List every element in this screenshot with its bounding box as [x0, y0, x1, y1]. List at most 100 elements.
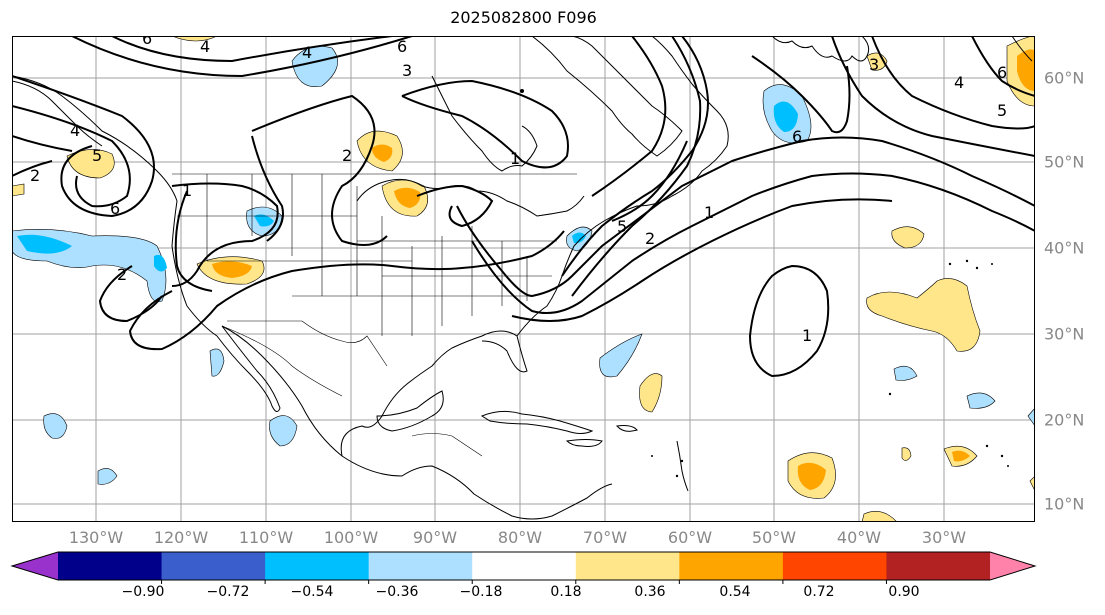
latitude-axis: 60°N 50°N 40°N 30°N 20°N 10°N [1040, 36, 1105, 522]
colorbar-segment [575, 552, 680, 580]
positive-anomaly-area [212, 261, 252, 278]
latitude-label: 40°N [1044, 238, 1085, 258]
contour-label: 4 [200, 37, 210, 56]
contour-label: 2 [30, 166, 40, 185]
negative-anomaly-area [17, 234, 72, 254]
contour-labels: 6 4 4 6 3 4 5 2 6 1 2 2 1 5 2 1 6 3 4 6 … [30, 36, 1007, 345]
contour-label: 4 [70, 121, 80, 140]
negative-anomaly-area [97, 468, 118, 485]
longitude-label: 130°W [68, 528, 124, 547]
colorbar-tick-label: −0.54 [290, 584, 334, 600]
positive-anomaly-area [1029, 475, 1035, 492]
contour-label: 6 [110, 199, 120, 218]
latitude-label: 10°N [1044, 494, 1085, 514]
colorbar-outline [10, 551, 1037, 581]
negative-anomaly-area [254, 214, 274, 227]
contour-label: 5 [92, 146, 102, 165]
contour-label: 2 [645, 229, 655, 248]
longitude-label: 110°W [238, 528, 294, 547]
negative-anomaly-area [1027, 407, 1035, 427]
negative-anomaly-area [773, 101, 798, 132]
colorbar-segment [58, 552, 163, 580]
colorbar-segment [265, 552, 370, 580]
contour-label: 5 [997, 101, 1007, 120]
shaded-anomaly-areas [12, 36, 1035, 522]
colorbar-tick-label: −0.72 [206, 584, 250, 600]
negative-anomaly-area [572, 232, 586, 244]
negative-anomaly-area [43, 413, 68, 439]
colorbar-segment [161, 552, 266, 580]
contour-label: 6 [792, 127, 802, 146]
positive-anomaly-area [797, 462, 826, 490]
contour-label: 4 [954, 73, 964, 92]
contour-label: 3 [869, 55, 879, 74]
colorbar-segment [782, 552, 887, 580]
colorbar-segments [10, 551, 1037, 581]
colorbar-tick-label: −0.90 [121, 584, 165, 600]
longitude-label: 80°W [497, 528, 543, 547]
negative-anomaly-area [209, 348, 225, 377]
positive-anomaly-area [901, 447, 912, 461]
contour-label: 1 [802, 326, 812, 345]
longitude-label: 120°W [153, 528, 209, 547]
coastlines [12, 36, 1033, 520]
positive-anomaly-area [866, 278, 981, 352]
longitude-axis: 130°W 120°W 110°W 100°W 90°W 80°W 70°W 6… [0, 524, 1105, 550]
colorbar-labels: −0.90 −0.72 −0.54 −0.36 −0.18 0.18 0.36 … [0, 584, 1105, 606]
positive-anomaly-area [372, 144, 393, 162]
political-borders [172, 173, 577, 457]
contour-label: 6 [142, 36, 152, 48]
contour-label: 4 [302, 43, 312, 62]
forecast-map: 6 4 4 6 3 4 5 2 6 1 2 2 1 5 2 1 6 3 4 6 … [12, 36, 1035, 522]
colorbar-segment [886, 552, 991, 580]
negative-anomaly-area [154, 254, 167, 272]
contour-label: 5 [617, 217, 627, 236]
colorbar-tick-label: 0.18 [550, 584, 582, 600]
longitude-label: 40°W [836, 528, 882, 547]
contour-label: 1 [510, 149, 520, 168]
map-title: 2025082800 F096 [450, 8, 597, 27]
colorbar-tick-label: 0.54 [719, 584, 751, 600]
colorbar-tick-label: −0.18 [459, 584, 503, 600]
longitude-label: 60°W [667, 528, 713, 547]
positive-anomaly-area [394, 187, 421, 208]
latitude-label: 30°N [1044, 324, 1085, 344]
contour-label: 2 [117, 265, 127, 284]
positive-anomaly-area [12, 183, 25, 197]
colorbar-segment [472, 552, 577, 580]
islands [520, 89, 1009, 478]
longitude-label: 90°W [412, 528, 458, 547]
longitude-label: 30°W [921, 528, 967, 547]
positive-anomaly-area [891, 226, 925, 249]
colorbar-extend-min [12, 552, 58, 580]
colorbar-segment [679, 552, 784, 580]
contour-label: 6 [997, 63, 1007, 82]
colorbar-tick-label: 0.90 [888, 584, 920, 600]
negative-anomaly-area [291, 45, 338, 88]
negative-anomaly-area [599, 333, 643, 378]
longitude-label: 100°W [323, 528, 379, 547]
contour-label: 1 [704, 203, 714, 222]
colorbar [10, 551, 1037, 584]
longitude-label: 70°W [582, 528, 628, 547]
colorbar-tick-label: −0.36 [375, 584, 419, 600]
negative-anomaly-area [966, 392, 996, 409]
contour-label: 6 [397, 37, 407, 56]
latitude-label: 50°N [1044, 152, 1085, 172]
negative-anomaly-area [269, 415, 298, 447]
colorbar-segment [368, 552, 473, 580]
colorbar-tick-label: 0.36 [634, 584, 666, 600]
longitude-label: 50°W [751, 528, 797, 547]
negative-anomaly-area [893, 365, 918, 381]
positive-anomaly-area [639, 373, 663, 413]
positive-anomaly-area [861, 511, 898, 522]
positive-anomaly-area [66, 149, 115, 179]
colorbar-tick-label: 0.72 [803, 584, 835, 600]
contour-lines [12, 36, 1035, 378]
contour-label: 1 [182, 181, 192, 200]
contour-label: 2 [342, 146, 352, 165]
positive-anomaly-area [952, 450, 970, 462]
contour-label: 3 [402, 61, 412, 80]
latitude-label: 60°N [1044, 68, 1085, 88]
colorbar-extend-max [990, 552, 1035, 580]
